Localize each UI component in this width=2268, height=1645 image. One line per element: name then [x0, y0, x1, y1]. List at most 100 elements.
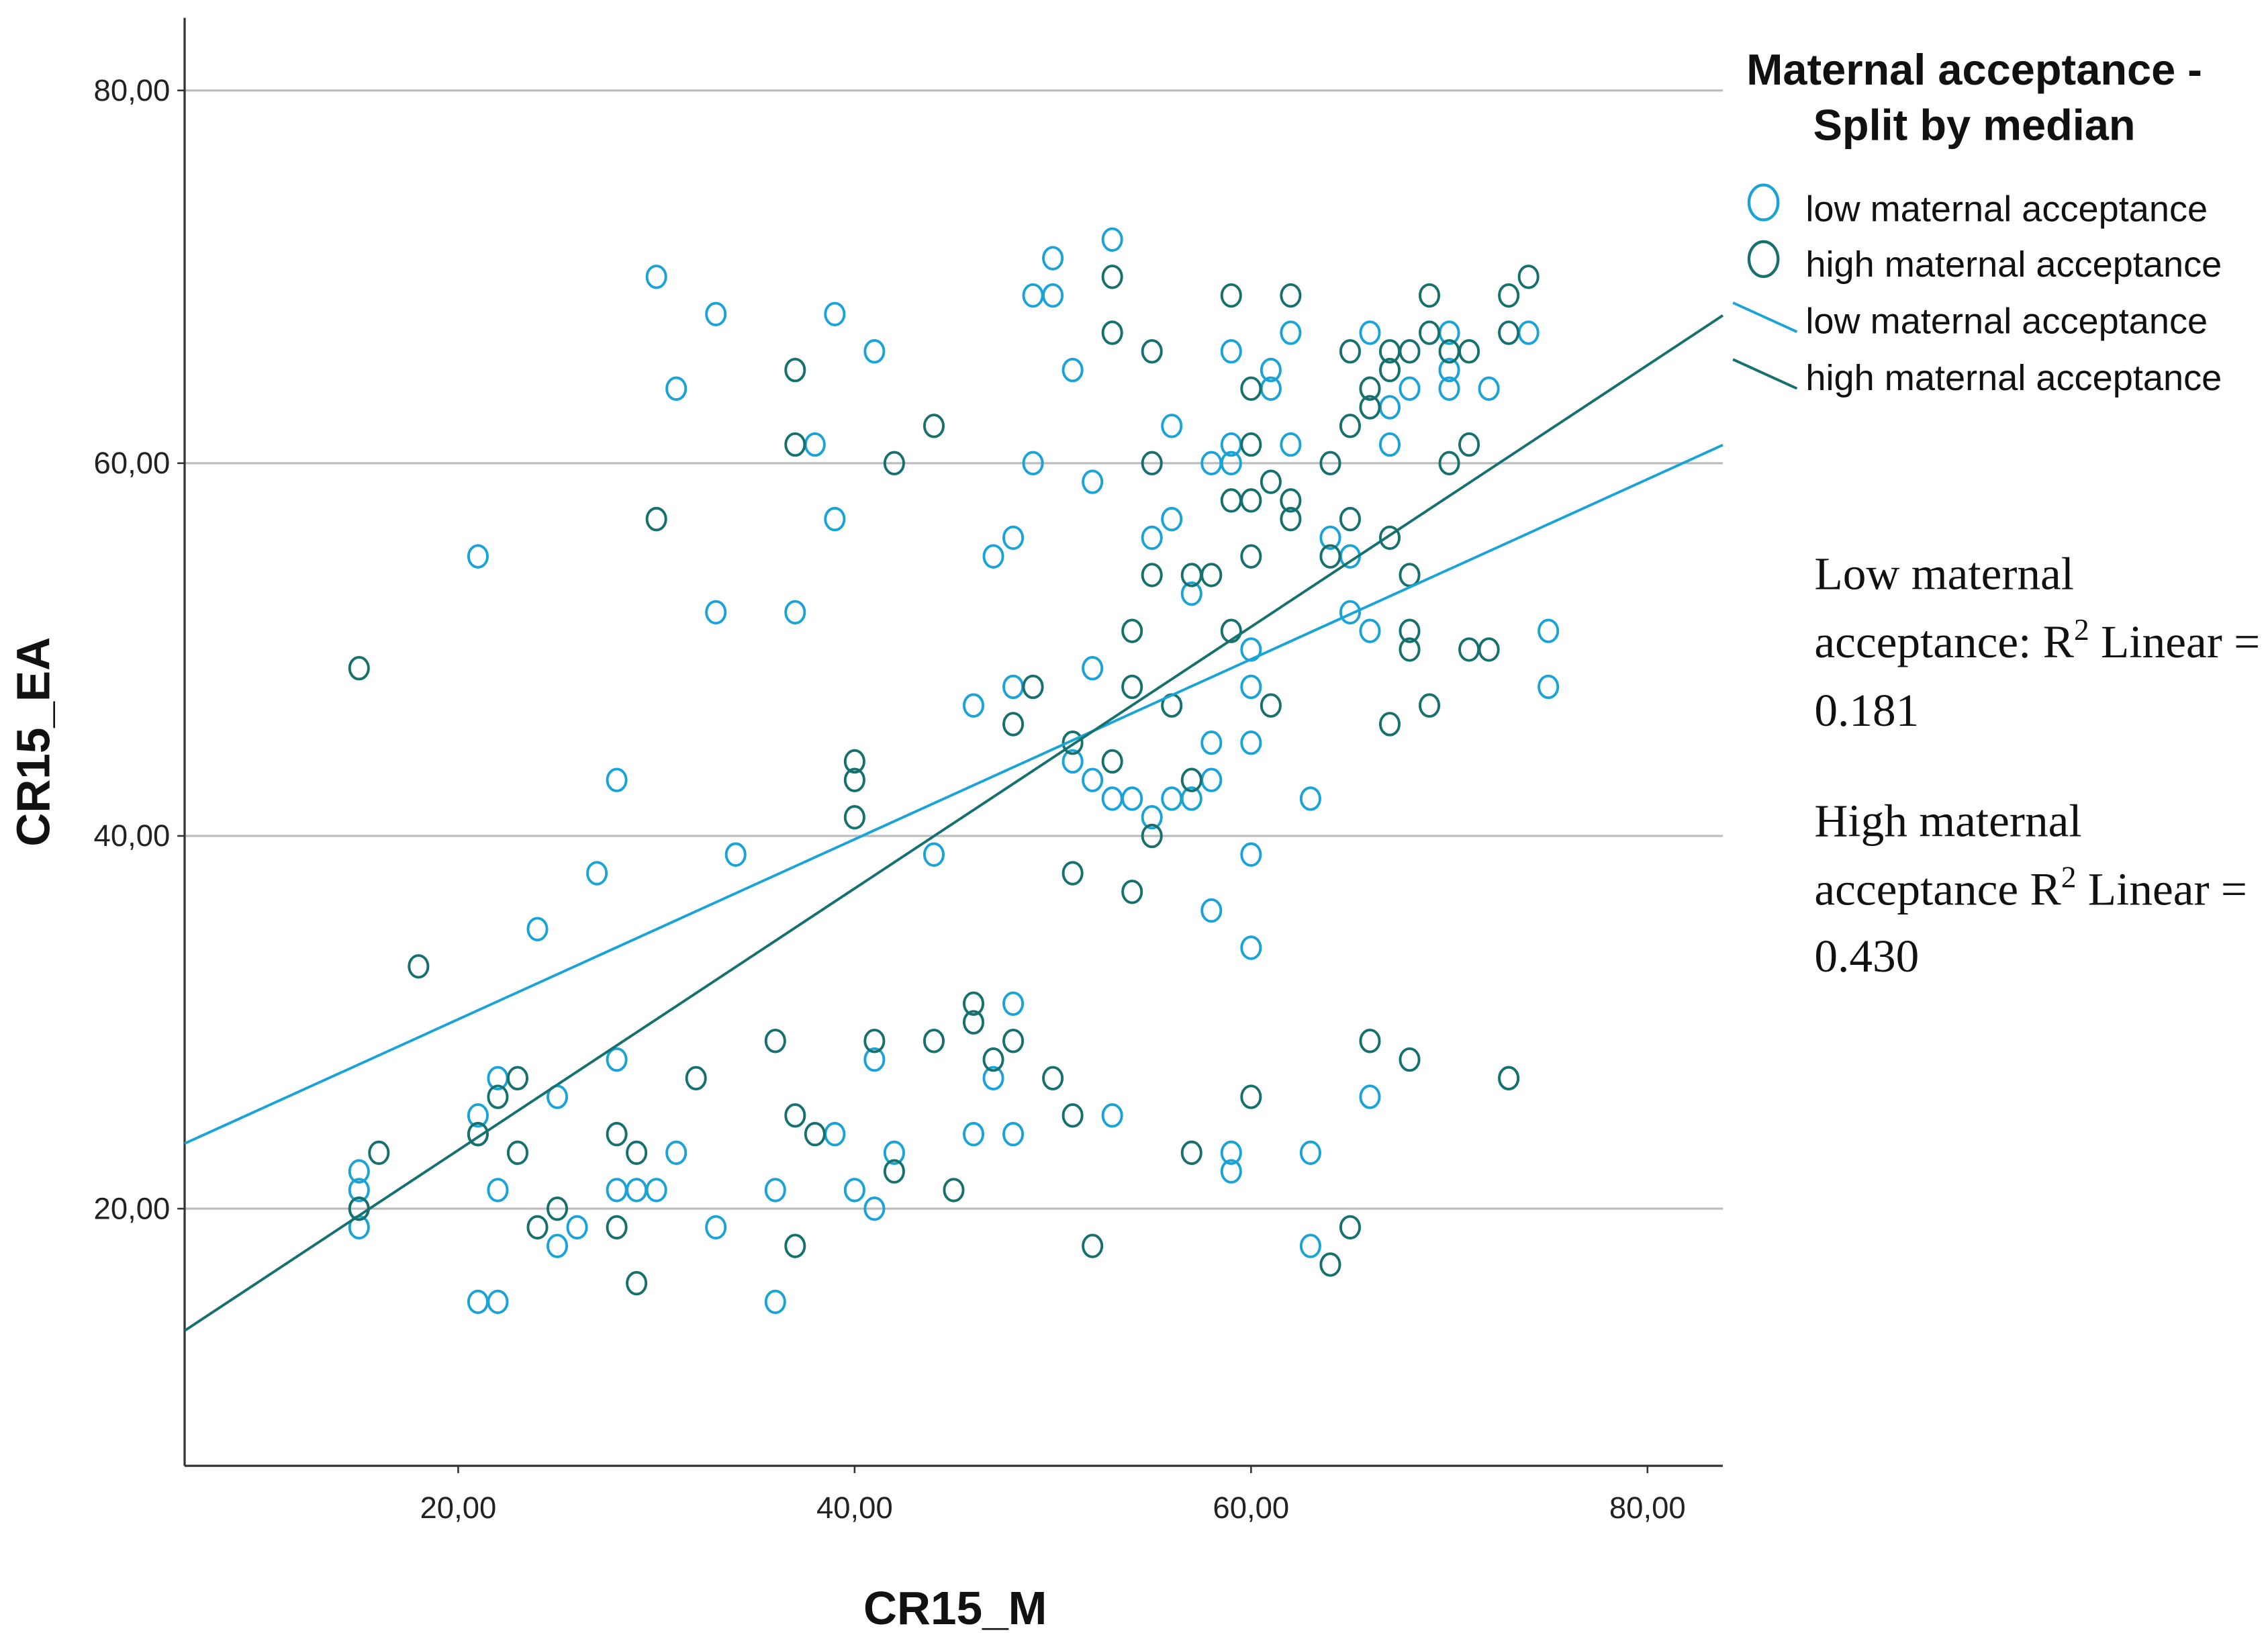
- point-low-acceptance: [1378, 395, 1401, 420]
- point-low-acceptance: [1220, 451, 1242, 476]
- point-high-acceptance: [626, 1270, 648, 1296]
- data-points: [348, 227, 1560, 1315]
- point-high-acceptance: [526, 1215, 549, 1240]
- point-low-acceptance: [547, 1233, 569, 1258]
- point-low-acceptance: [1517, 320, 1540, 345]
- point-low-acceptance: [1022, 283, 1044, 308]
- point-high-acceptance: [487, 1084, 509, 1109]
- point-high-acceptance: [1378, 357, 1401, 383]
- point-low-acceptance: [982, 1066, 1004, 1091]
- point-low-acceptance: [1220, 1159, 1242, 1184]
- point-low-acceptance: [1280, 320, 1302, 345]
- point-low-acceptance: [982, 544, 1004, 569]
- point-low-acceptance: [1299, 1140, 1321, 1166]
- point-low-acceptance: [1002, 1121, 1025, 1147]
- point-low-acceptance: [1180, 786, 1202, 811]
- point-high-acceptance: [1101, 320, 1123, 345]
- point-high-acceptance: [1240, 376, 1262, 402]
- annotation-low-value: 0.181: [1814, 684, 1919, 736]
- point-high-acceptance: [1121, 674, 1143, 700]
- point-low-acceptance: [1240, 731, 1262, 755]
- point-high-acceptance: [1180, 1140, 1202, 1166]
- point-high-acceptance: [1061, 1103, 1084, 1128]
- point-high-acceptance: [1339, 506, 1361, 532]
- point-high-acceptance: [1399, 339, 1421, 364]
- annotation-high-linear: Linear =: [2076, 863, 2247, 914]
- point-high-acceptance: [1022, 674, 1044, 700]
- point-high-acceptance: [1220, 283, 1242, 308]
- point-low-acceptance: [1339, 600, 1361, 625]
- point-low-acceptance: [962, 693, 985, 718]
- point-high-acceptance: [1220, 488, 1242, 513]
- point-low-acceptance: [487, 1289, 509, 1315]
- point-high-acceptance: [1260, 693, 1282, 718]
- point-low-acceptance: [1319, 525, 1341, 551]
- point-high-acceptance: [1002, 712, 1025, 737]
- point-high-acceptance: [1419, 320, 1441, 345]
- point-high-acceptance: [368, 1140, 390, 1166]
- point-high-acceptance: [1458, 339, 1480, 364]
- point-low-acceptance: [863, 1047, 886, 1072]
- annotation-high-line1: High maternal: [1814, 795, 2081, 847]
- point-high-acceptance: [1082, 1233, 1104, 1258]
- point-high-acceptance: [1280, 283, 1302, 308]
- point-high-acceptance: [1260, 469, 1282, 494]
- point-high-acceptance: [843, 749, 865, 774]
- point-low-acceptance: [1002, 525, 1025, 551]
- point-high-acceptance: [1180, 767, 1202, 792]
- point-low-acceptance: [645, 1178, 667, 1203]
- fit-lines: [183, 314, 1724, 1332]
- point-low-acceptance: [1180, 581, 1202, 606]
- point-high-acceptance: [1319, 1252, 1341, 1277]
- annotation-high-value: 0.430: [1814, 930, 1919, 982]
- point-low-acceptance: [764, 1289, 786, 1315]
- point-high-acceptance: [467, 1121, 489, 1147]
- point-high-acceptance: [626, 1140, 648, 1166]
- point-high-acceptance: [784, 357, 806, 383]
- point-low-acceptance: [1299, 786, 1321, 811]
- point-high-acceptance: [1458, 637, 1480, 662]
- point-high-acceptance: [506, 1066, 529, 1091]
- point-high-acceptance: [547, 1196, 569, 1221]
- point-low-acceptance: [804, 432, 826, 457]
- annotation-low-linear: Linear =: [2089, 616, 2261, 667]
- x-tick-label: 20,00: [420, 1491, 497, 1525]
- annotation-high-r2: High maternal acceptance R2 Linear = 0.4…: [1814, 795, 2247, 982]
- point-low-acceptance: [467, 1289, 489, 1315]
- y-tick-label: 60,00: [94, 446, 171, 480]
- point-low-acceptance: [1220, 1140, 1242, 1166]
- point-high-acceptance: [1319, 544, 1341, 569]
- point-high-acceptance: [1319, 451, 1341, 476]
- annotation-low-text: acceptance: R: [1814, 616, 2074, 667]
- point-high-acceptance: [645, 506, 667, 532]
- point-low-acceptance: [1082, 767, 1104, 792]
- point-high-acceptance: [784, 1233, 806, 1258]
- axes: [183, 17, 1723, 1467]
- point-high-acceptance: [1339, 414, 1361, 438]
- point-low-acceptance: [1141, 525, 1163, 551]
- point-low-acceptance: [467, 1103, 489, 1128]
- point-low-acceptance: [1240, 935, 1262, 960]
- legend-low-marker-icon: [1747, 183, 1780, 222]
- point-low-acceptance: [863, 339, 886, 364]
- legend-low-line-icon: [1732, 301, 1798, 333]
- legend-low-line-label: low maternal acceptance: [1805, 301, 2208, 341]
- point-low-acceptance: [1101, 786, 1123, 811]
- point-low-acceptance: [348, 1159, 370, 1184]
- point-low-acceptance: [467, 544, 489, 569]
- point-high-acceptance: [1399, 563, 1421, 588]
- point-low-acceptance: [1359, 618, 1381, 643]
- point-low-acceptance: [1061, 749, 1084, 774]
- legend-title-line1: Maternal acceptance -: [1746, 45, 2202, 94]
- point-high-acceptance: [863, 1029, 886, 1053]
- point-low-acceptance: [645, 265, 667, 289]
- point-low-acceptance: [1438, 357, 1460, 383]
- point-high-acceptance: [883, 451, 905, 476]
- point-high-acceptance: [1240, 544, 1262, 569]
- point-low-acceptance: [1299, 1233, 1321, 1258]
- point-low-acceptance: [1260, 357, 1282, 383]
- point-low-acceptance: [606, 1047, 628, 1072]
- legend-high-line-icon: [1732, 358, 1798, 390]
- point-low-acceptance: [1141, 805, 1163, 830]
